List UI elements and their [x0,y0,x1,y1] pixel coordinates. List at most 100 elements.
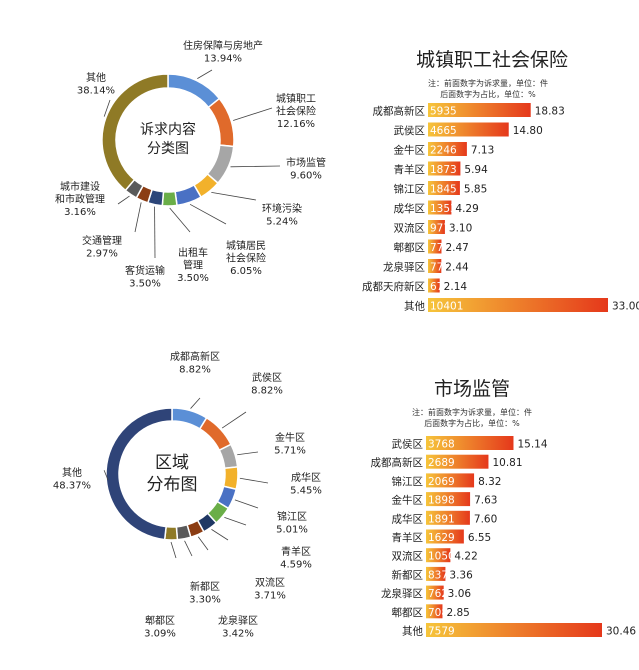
count-label: 1898 [428,495,455,507]
donut2-center-title-line2: 分布图 [147,475,198,495]
bar [428,220,445,234]
bar [428,181,460,195]
slice-label: 3.09% [144,629,176,640]
slice-label: 住房保障与房地产 [183,39,263,52]
value-label: 15.14 [517,439,547,451]
leader-line [117,195,130,205]
leader-line [237,451,259,456]
bar1-title: 城镇职工社会保险 [416,49,568,71]
value-label: 8.32 [478,476,501,488]
category-label: 双流区 [392,550,424,563]
bar [426,604,443,619]
leader-line [103,470,109,481]
slice-label: 郫都区 [145,614,175,627]
value-label: 2.47 [445,242,468,254]
slice-label: 2.97% [86,249,118,260]
category-label: 龙泉驿区 [383,261,425,274]
count-label: 1873 [430,164,457,176]
count-label: 762 [428,588,448,600]
leader-line [224,516,247,526]
category-label: 其他 [404,300,425,313]
slice-label: 5.01% [276,525,308,536]
count-label: 2246 [430,145,457,157]
value-label: 18.83 [535,106,565,118]
donut-slice [222,466,239,491]
slice-label: 社会保险 [276,105,316,118]
value-label: 10.81 [492,457,522,469]
slice-label: 成都高新区 [170,350,220,363]
donut1-slices [101,73,235,207]
donut2-slices [105,407,239,541]
slice-label: 客货运输 [125,264,165,277]
slice-label: 3.30% [189,595,221,606]
bar [428,142,467,156]
slice-label: 青羊区 [281,545,311,558]
count-label: 837 [428,569,448,581]
donut1-center-title-line1: 诉求内容 [140,121,196,138]
leader-line [197,536,209,551]
count-label: 1845 [430,184,457,196]
count-label: 708 [428,607,448,619]
slice-label: 其他 [86,71,106,84]
slice-label: 8.82% [179,365,211,376]
leader-line [134,202,142,233]
bar1-note-line1: 注：前面数字为诉求量，单位：件 [428,78,548,88]
leader-line [230,165,281,168]
bar [428,259,442,273]
category-label: 武侯区 [394,124,426,137]
bar [426,473,475,488]
count-label: 4665 [430,125,457,137]
count-label: 7579 [428,626,455,638]
leader-line [103,99,111,117]
value-label: 3.36 [449,569,473,581]
slice-label: 3.71% [254,591,286,602]
category-label: 成都高新区 [373,105,426,118]
bar [426,492,471,507]
value-label: 7.60 [474,513,497,525]
bar [428,239,442,254]
slice-label: 5.45% [290,486,322,497]
value-label: 6.55 [468,532,491,544]
bar-chart-market-regulation: 市场监管 注：前面数字为诉求量，单位：件 后面数字为占比，单位：% 武侯区 376… [371,378,637,638]
category-label: 龙泉驿区 [381,587,423,600]
bar [428,200,452,215]
donut-slice [101,73,169,192]
slice-label: 金牛区 [275,431,305,444]
category-label: 成华区 [394,202,426,215]
category-label: 双流区 [394,222,426,235]
slice-label: 48.37% [53,481,91,492]
bar-chart-employee-insurance: 城镇职工社会保险 注：前面数字为诉求量，单位：件 后面数字为占比，单位：% 成都… [362,49,639,313]
slice-label: 成华区 [291,471,321,484]
donut-chart-topics: 诉求内容 分类图 住房保障与房地产13.94%城镇职工社会保险12.16%市场监… [55,39,326,290]
leader-line [197,69,213,79]
slice-label: 4.59% [280,560,312,571]
value-label: 2.44 [445,262,469,274]
bar2-title: 市场监管 [434,378,510,400]
bar [428,103,531,117]
slice-label: 5.71% [274,446,306,457]
category-label: 青羊区 [394,163,426,176]
bar2-note-line1: 注：前面数字为诉求量，单位：件 [412,407,532,417]
value-label: 2.85 [446,607,469,619]
bar1-bars: 成都高新区 5935 18.83 武侯区 4665 14.80 金牛区 2246 7.13 青羊区… [362,103,639,313]
donut-slice [198,416,232,452]
bar2-note-line2: 后面数字为占比，单位：% [424,418,520,428]
leader-line [233,107,273,121]
leader-line [211,191,257,201]
count-label: 779 [430,242,450,254]
leader-line [239,477,269,484]
bar [426,585,444,600]
slice-label: 锦江区 [277,510,307,523]
slice-label: 新都区 [190,580,220,593]
count-label: 1629 [428,532,455,544]
leader-line [190,397,201,409]
category-label: 锦江区 [394,183,426,196]
donut2-labels: 成都高新区 8.82% 武侯区 8.82% 金牛区 5.71% 成华区 5.45% 锦江区 5.0… [53,350,322,640]
count-label: 5935 [430,106,457,118]
category-label: 郫都区 [392,606,424,619]
value-label: 14.80 [513,125,543,137]
count-label: 977 [430,223,450,235]
slice-label: 12.16% [277,119,315,130]
count-label: 10401 [430,301,463,313]
